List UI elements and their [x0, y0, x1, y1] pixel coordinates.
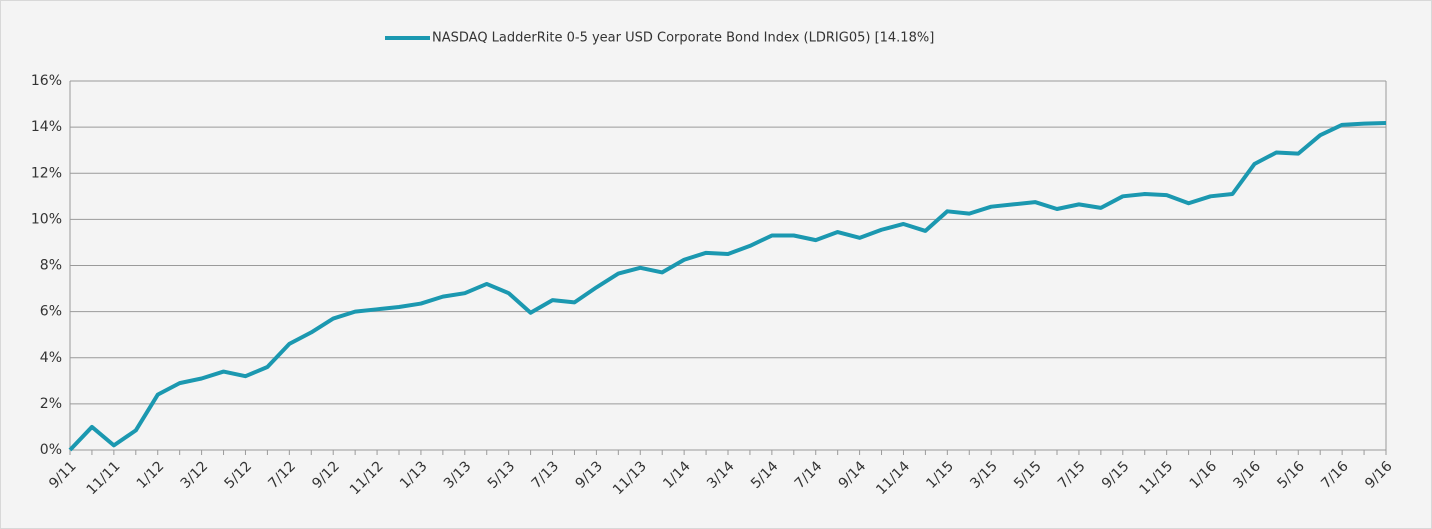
- line-series: [68, 120, 1387, 452]
- y-tick-label: 2%: [40, 396, 62, 412]
- y-tick-label: 4%: [40, 350, 62, 366]
- y-tick-label: 14%: [31, 119, 62, 135]
- y-tick-label: 6%: [40, 304, 62, 320]
- legend-label: NASDAQ LadderRite 0-5 year USD Corporate…: [432, 31, 934, 46]
- y-tick-label: 12%: [31, 165, 62, 181]
- y-tick-label: 8%: [40, 258, 62, 274]
- y-tick-label: 0%: [40, 442, 62, 458]
- y-tick-label: 16%: [31, 73, 62, 89]
- y-tick-label: 10%: [31, 211, 62, 227]
